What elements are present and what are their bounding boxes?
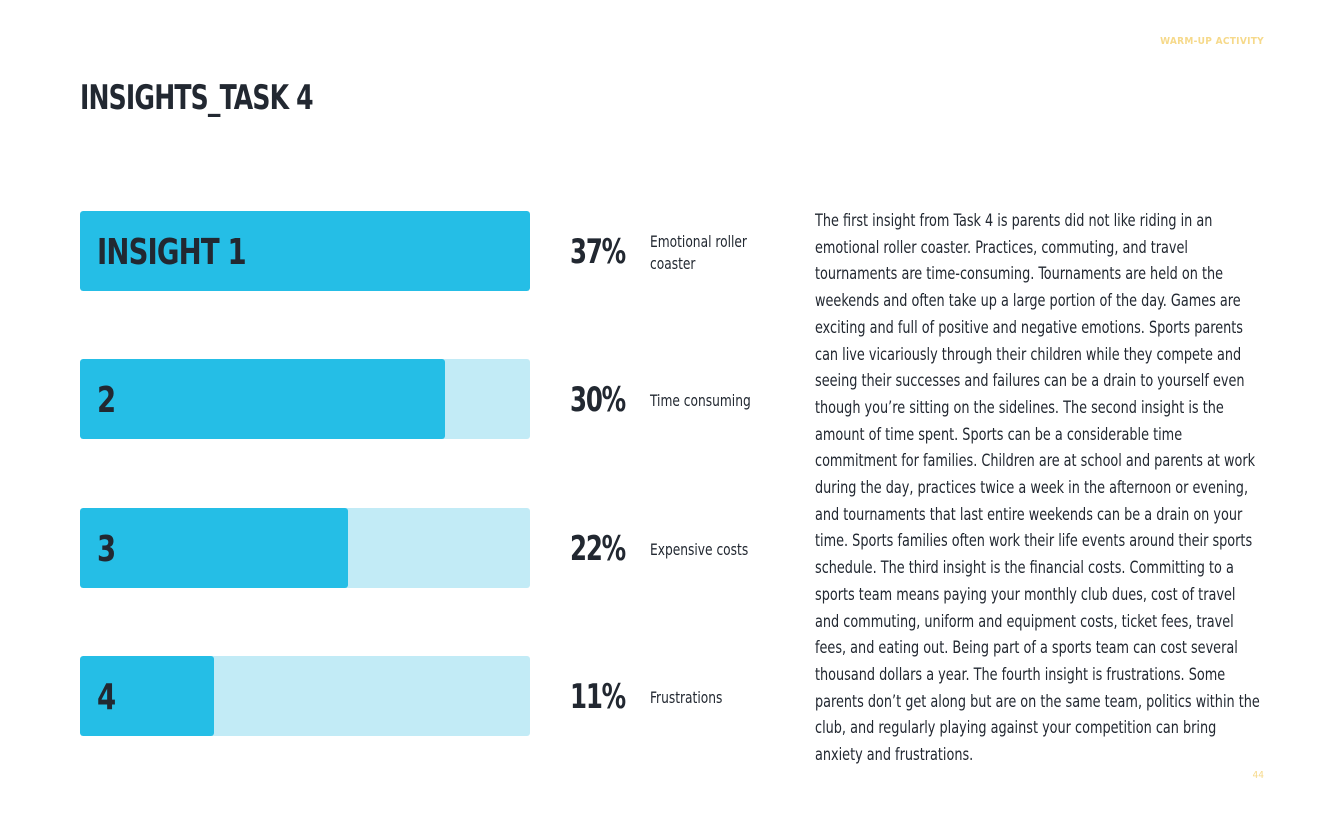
insight-description-3: Expensive costs <box>650 540 749 559</box>
insight-description-2: Time consuming <box>650 391 751 410</box>
insight-summary-text: The first insight from Task 4 is parents… <box>815 211 1260 766</box>
insight-percent-1: 37% <box>570 232 626 272</box>
insight-bar-1: INSIGHT 1 <box>80 211 530 291</box>
insight-bar-label-4: 4 <box>97 677 116 718</box>
insight-bar-2: 2 <box>80 359 530 439</box>
insight-bar-3: 3 <box>80 508 530 588</box>
page-number: 44 <box>1252 770 1264 781</box>
insight-bar-label-2: 2 <box>97 380 116 421</box>
insight-description-1: Emotional roller coaster <box>650 232 747 273</box>
insight-percent-2: 30% <box>570 380 626 420</box>
insight-bar-fill-2 <box>80 359 445 439</box>
insight-bar-label-1: INSIGHT 1 <box>97 232 247 273</box>
insight-percent-4: 11% <box>570 677 626 717</box>
insight-bar-label-3: 3 <box>97 529 116 570</box>
insight-bar-fill-1 <box>80 211 530 291</box>
insight-bar-fill-4 <box>80 656 214 736</box>
insight-description-4: Frustrations <box>650 688 723 707</box>
insight-bar-fill-3 <box>80 508 348 588</box>
page-title: INSIGHTS_TASK 4 <box>80 78 314 118</box>
insight-bar-4: 4 <box>80 656 530 736</box>
insight-percent-3: 22% <box>570 529 626 569</box>
section-tag: WARM-UP ACTIVITY <box>1160 36 1264 47</box>
